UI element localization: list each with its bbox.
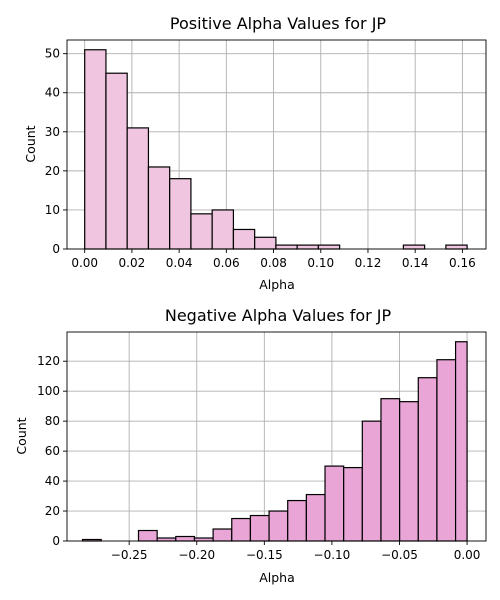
histogram-bar: [445, 244, 468, 250]
x-tick-label: 0.08: [260, 256, 287, 270]
x-axis-label: Alpha: [259, 570, 295, 585]
histogram-bar: [399, 401, 419, 542]
histogram-bar: [296, 244, 320, 250]
histogram-bar: [190, 213, 213, 250]
y-tick-label: 40: [45, 86, 60, 100]
x-tick-label: 0.10: [307, 256, 334, 270]
x-tick-label: 0.14: [402, 256, 429, 270]
x-tick-label: 0.00: [454, 548, 481, 562]
plot-frame: [66, 39, 487, 250]
y-tick-label: 50: [45, 47, 60, 61]
negative-alpha-histogram: Negative Alpha Values for JP Alpha Count…: [14, 306, 487, 585]
histogram-bar: [147, 166, 171, 250]
histogram-bar: [275, 244, 298, 250]
y-tick-label: 30: [45, 125, 60, 139]
y-tick-label: 120: [37, 354, 60, 368]
y-tick-label: 20: [45, 164, 60, 178]
histogram-bar: [175, 535, 196, 542]
histogram-bar: [436, 359, 457, 542]
histogram-bar: [212, 528, 233, 542]
x-tick-label: −0.15: [246, 548, 283, 562]
histogram-bar: [254, 236, 277, 250]
histogram-bar: [380, 398, 401, 542]
positive-alpha-histogram: Positive Alpha Values for JP Alpha Count…: [23, 14, 487, 292]
histogram-bar: [454, 341, 468, 542]
histogram-bar: [84, 49, 107, 250]
y-tick-label: 0: [52, 534, 60, 548]
histogram-bar: [105, 72, 128, 250]
x-tick-label: 0.02: [119, 256, 146, 270]
x-tick-label: 0.12: [355, 256, 382, 270]
histogram-bar: [343, 466, 363, 542]
y-tick-label: 40: [45, 474, 60, 488]
y-tick-label: 100: [37, 384, 60, 398]
y-axis-label: Count: [14, 417, 29, 454]
y-tick-label: 60: [45, 444, 60, 458]
x-tick-label: 0.06: [213, 256, 240, 270]
x-tick-label: −0.25: [111, 548, 148, 562]
histogram-bar: [249, 514, 270, 542]
y-axis-label: Count: [23, 125, 38, 162]
histogram-bar: [137, 529, 158, 542]
y-tick-label: 80: [45, 414, 60, 428]
histogram-bar: [268, 510, 289, 542]
histogram-bar: [361, 420, 382, 542]
y-tick-label: 10: [45, 203, 60, 217]
histogram-bar: [126, 127, 150, 250]
x-tick-label: 0.16: [449, 256, 476, 270]
histogram-bar: [324, 465, 345, 542]
histogram-bar: [169, 178, 192, 250]
histogram-bar: [211, 209, 235, 250]
histogram-bar: [231, 517, 252, 542]
histogram-bar: [417, 377, 438, 542]
histogram-bar: [287, 499, 307, 542]
chart-title: Positive Alpha Values for JP: [170, 14, 387, 33]
histogram-bar: [317, 244, 341, 250]
chart-title: Negative Alpha Values for JP: [165, 306, 392, 325]
histogram-bar: [305, 493, 326, 542]
histogram-bar: [402, 244, 426, 250]
x-tick-label: 0.00: [71, 256, 98, 270]
histogram-bar: [232, 228, 256, 250]
y-tick-label: 0: [52, 242, 60, 256]
x-tick-label: 0.04: [166, 256, 193, 270]
x-tick-label: −0.20: [178, 548, 215, 562]
plot-frame: [66, 331, 487, 542]
x-tick-label: −0.05: [381, 548, 418, 562]
x-axis-label: Alpha: [259, 277, 295, 292]
y-tick-label: 20: [45, 504, 60, 518]
x-tick-label: −0.10: [314, 548, 351, 562]
